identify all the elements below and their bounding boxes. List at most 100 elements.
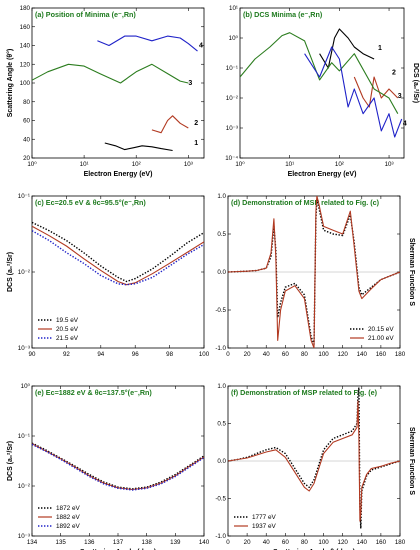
series-line-4 — [304, 46, 403, 138]
chart-panel-e: 134 135 136 137 138 139 140 10⁻³ 10⁻² 10⁻¹ 10⁰ (e) … — [7, 383, 210, 550]
y-tick-label: 180 — [20, 5, 31, 12]
x-tick-label: 140 — [357, 351, 368, 358]
y-tick-label: 1.0 — [217, 383, 226, 390]
y-tick-label: 10⁻⁴ — [225, 155, 238, 162]
x-tick-label: 180 — [395, 539, 406, 546]
series-group — [228, 196, 400, 348]
y-axis-label: DCS (a₀²/Sr) — [412, 63, 419, 103]
y-axis-label: Scattering Angle (θ°) — [6, 49, 14, 118]
y-tick-label: 10⁻¹ — [18, 433, 30, 440]
curve-label: 2 — [194, 120, 198, 127]
y-axis-label: DCS (a₀²/Sr) — [7, 252, 14, 292]
x-tick-label: 137 — [113, 539, 124, 546]
x-tick-label: 80 — [301, 539, 308, 546]
x-tick-label: 160 — [376, 351, 387, 358]
y-tick-label: 140 — [20, 43, 31, 50]
chart-title: (f) Demonstration of MSP related to Fig.… — [231, 388, 378, 397]
x-tick-label: 20 — [244, 351, 251, 358]
legend-label: 1872 eV — [56, 505, 81, 512]
legend-label: 1777 eV — [252, 514, 277, 521]
legend-label: 21.5 eV — [56, 335, 79, 342]
x-tick-label: 10¹ — [285, 161, 294, 168]
y-axis-label: Sherman Function S — [408, 427, 415, 495]
x-tick-label: 180 — [395, 351, 406, 358]
y-tick-label: 160 — [20, 24, 31, 31]
y-tick-label: 10⁻³ — [18, 345, 30, 352]
chart-panel-a: 10⁰ 10¹ 10² 10³ 20 40 60 80 100 120 140 160 180 (a) P… — [6, 5, 205, 178]
x-tick-label: 0 — [226, 539, 230, 546]
x-tick-label: 10² — [335, 161, 344, 168]
series-line-1882-eV — [32, 443, 204, 491]
x-tick-label: 90 — [29, 351, 36, 358]
x-tick-label: 100 — [318, 539, 329, 546]
chart-panel-c: 90 92 94 96 98 100 10⁻³ 10⁻² 10⁻¹ (c) Eᴄ=20.5 eV … — [7, 193, 210, 358]
legend-label: 19.5 eV — [56, 317, 79, 324]
x-tick-label: 10⁰ — [27, 161, 37, 168]
x-tick-label: 120 — [338, 539, 349, 546]
legend-label: 21.00 eV — [368, 335, 394, 342]
x-tick-label: 94 — [97, 351, 104, 358]
curve-label: 3 — [398, 93, 402, 100]
legend-label: 1937 eV — [252, 523, 277, 530]
curve-label: 2 — [392, 70, 396, 77]
series-group — [228, 386, 400, 530]
x-tick-label: 92 — [63, 351, 70, 358]
x-tick-label: 40 — [263, 539, 270, 546]
x-tick-label: 140 — [199, 539, 210, 546]
x-tick-label: 136 — [84, 539, 95, 546]
x-tick-label: 160 — [376, 539, 387, 546]
x-tick-label: 138 — [142, 539, 153, 546]
curve-label: 1 — [194, 140, 198, 147]
series-line-20.5-eV — [32, 225, 204, 286]
y-tick-label: 10⁻² — [18, 483, 30, 490]
series-line-1777-eV — [228, 386, 400, 530]
y-tick-label: -1.0 — [215, 533, 226, 540]
x-tick-label: 10³ — [184, 161, 193, 168]
series-group — [32, 35, 198, 152]
y-axis-label: Sherman Function S — [408, 238, 415, 306]
series-line-1 — [319, 28, 375, 69]
series-line-21.5-eV — [32, 230, 204, 286]
plot-frame — [31, 7, 205, 159]
x-tick-label: 10⁰ — [235, 161, 245, 168]
y-tick-label: 80 — [23, 99, 30, 106]
x-tick-label: 140 — [357, 539, 368, 546]
y-tick-label: 10⁻³ — [226, 125, 238, 132]
x-tick-label: 100 — [318, 351, 329, 358]
x-tick-label: 96 — [132, 351, 139, 358]
x-tick-label: 135 — [56, 539, 67, 546]
y-tick-label: -0.5 — [215, 307, 226, 314]
x-tick-label: 100 — [199, 351, 210, 358]
x-tick-label: 134 — [27, 539, 38, 546]
y-tick-label: 100 — [20, 80, 31, 87]
chart-panel-b: 10⁰ 10¹ 10² 10³ 10⁻⁴ 10⁻³ 10⁻² 10⁻¹ 10⁰ 10¹ (b) DC… — [225, 5, 419, 178]
series-line-1 — [104, 142, 173, 152]
x-axis-label: Electron Energy (eV) — [84, 171, 153, 178]
x-tick-label: 10¹ — [80, 161, 89, 168]
chart-title: (d) Demonstration of MSP related to Fig.… — [231, 198, 380, 207]
legend-label: 1882 eV — [56, 514, 81, 521]
series-group — [240, 28, 403, 138]
x-tick-label: 80 — [301, 351, 308, 358]
curve-label: 4 — [199, 42, 203, 49]
y-tick-label: 120 — [20, 61, 31, 68]
series-line-3 — [240, 32, 399, 114]
y-tick-label: 10¹ — [229, 5, 238, 12]
curve-label: 3 — [188, 80, 192, 87]
plot-frame — [239, 7, 405, 159]
y-tick-label: 10⁰ — [229, 35, 239, 42]
y-tick-label: 60 — [23, 118, 30, 125]
chart-title: (a) Position of Minima (e⁻,Rn) — [35, 10, 136, 19]
y-tick-label: 20 — [23, 155, 30, 162]
legend-label: 20.15 eV — [368, 326, 394, 333]
x-tick-label: 20 — [244, 539, 251, 546]
legend-label: 20.5 eV — [56, 326, 79, 333]
x-tick-label: 139 — [170, 539, 181, 546]
series-line-21.00-eV — [228, 196, 400, 348]
y-tick-label: 0.5 — [217, 231, 226, 238]
y-tick-label: 10⁻² — [226, 95, 238, 102]
y-tick-label: 1.0 — [217, 193, 226, 200]
x-tick-label: 10³ — [385, 161, 394, 168]
